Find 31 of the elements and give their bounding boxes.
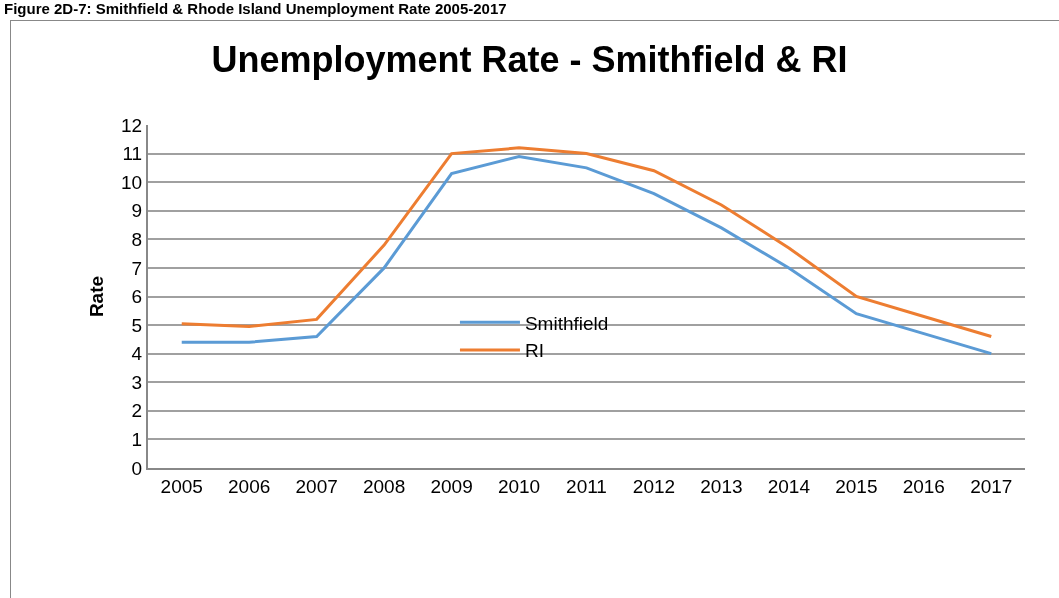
x-tick-label: 2014 <box>767 475 811 497</box>
x-tick-label: 2012 <box>632 475 676 497</box>
x-tick-label: 2017 <box>970 475 1013 497</box>
y-tick-label: 5 <box>131 314 143 336</box>
x-tick-label: 2009 <box>430 475 473 497</box>
x-tick-label: 2010 <box>497 475 541 497</box>
y-axis-title: Rate <box>86 275 108 318</box>
y-tick-label: 11 <box>122 143 143 165</box>
x-tick-label: 2008 <box>362 475 406 497</box>
y-tick-label: 8 <box>131 228 143 250</box>
x-tick-label: 2011 <box>566 475 607 497</box>
y-tick-label: 3 <box>131 371 143 393</box>
y-tick-label: 1 <box>131 429 143 451</box>
x-tick-label: 2006 <box>228 475 271 497</box>
y-tick-label: 2 <box>131 400 143 422</box>
y-tick-label: 7 <box>131 257 143 279</box>
y-tick-label: 0 <box>131 457 143 479</box>
y-tick-label: 4 <box>131 343 143 365</box>
y-tick-label: 12 <box>121 114 143 136</box>
y-tick-label: 10 <box>121 171 143 193</box>
caption: Figure 2D-7: Smithfield & Rhode Island Unemployment Rate 2005-2017 <box>4 0 507 17</box>
y-tick-label: 9 <box>131 200 143 222</box>
chart-title: Unemployment Rate - Smithfield & RI <box>211 39 848 81</box>
legend-label: Smithfield <box>524 312 609 334</box>
x-tick-label: 2007 <box>295 475 338 497</box>
x-tick-label: 2005 <box>160 475 203 497</box>
x-tick-label: 2013 <box>700 475 743 497</box>
legend-label: RI <box>524 340 544 362</box>
x-tick-label: 2015 <box>835 475 878 497</box>
y-tick-label: 6 <box>131 286 143 308</box>
x-tick-label: 2016 <box>902 475 945 497</box>
